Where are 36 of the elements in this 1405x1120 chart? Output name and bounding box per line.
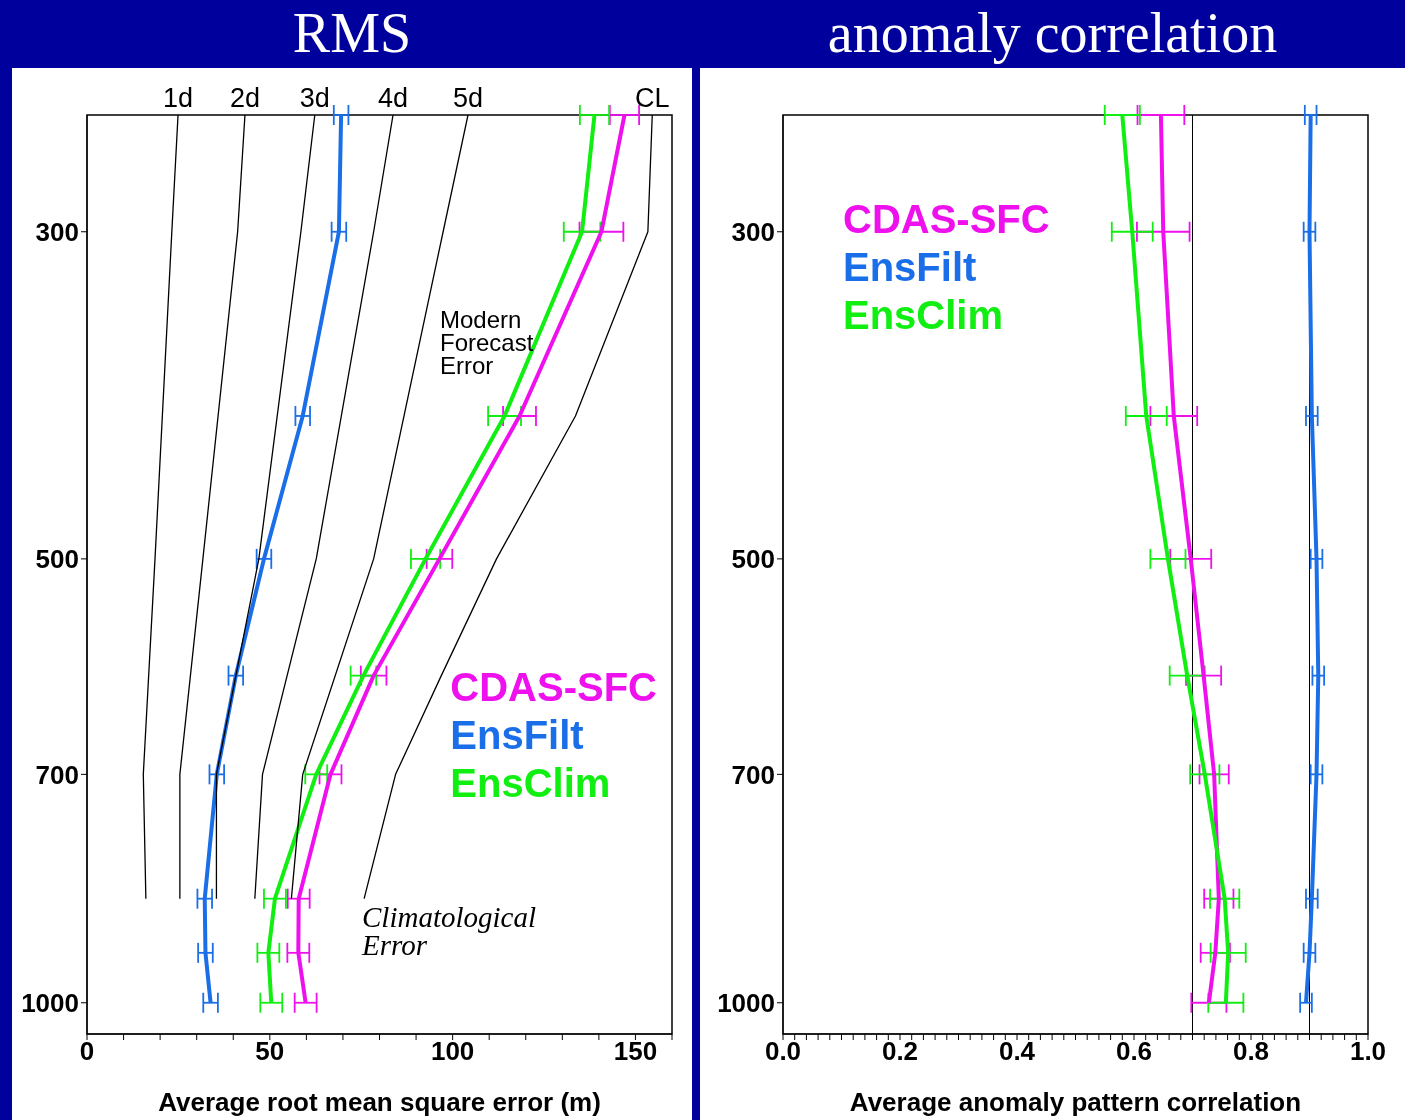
x-tick-label: 0.8 bbox=[1232, 1036, 1270, 1067]
series-label: CDAS-SFC bbox=[450, 664, 657, 711]
text: CDAS-SFC bbox=[843, 196, 1050, 243]
y-tick-label: 700 bbox=[731, 759, 775, 790]
series-label: CL bbox=[635, 83, 670, 113]
text: EnsFilt bbox=[450, 712, 585, 759]
y-tick-label: 1000 bbox=[717, 987, 775, 1018]
series-label: 4d bbox=[378, 83, 409, 113]
y-tick-label: 700 bbox=[35, 759, 79, 790]
y-tick-label: 300 bbox=[35, 216, 79, 247]
x-tick-label: 0.2 bbox=[881, 1036, 919, 1067]
x-tick-label: 150 bbox=[613, 1036, 658, 1067]
y-tick-label: 300 bbox=[731, 216, 775, 247]
x-tick-label: 0.4 bbox=[998, 1036, 1036, 1067]
y-tick-label: 500 bbox=[731, 544, 775, 575]
chart-title: anomaly correlation bbox=[826, 1, 1279, 66]
x-tick-label: 0.0 bbox=[764, 1036, 802, 1067]
series-label: 1d bbox=[163, 83, 194, 113]
y-tick-label: 500 bbox=[35, 544, 79, 575]
x-tick-label: 1.0 bbox=[1349, 1036, 1387, 1067]
text: EnsClim bbox=[450, 760, 612, 807]
chart-title: RMS bbox=[291, 1, 413, 66]
series-label: 5d bbox=[452, 83, 483, 113]
series-label: 2d bbox=[229, 83, 260, 113]
annotation: Climatological Error bbox=[362, 901, 537, 961]
x-tick-label: 0.6 bbox=[1115, 1036, 1153, 1067]
y-tick-label: 1000 bbox=[21, 987, 79, 1018]
annotation: Modern Forecast Error bbox=[440, 306, 535, 379]
x-tick-label: 0 bbox=[79, 1036, 95, 1067]
series-label: 3d bbox=[299, 83, 330, 113]
x-tick-label: 100 bbox=[430, 1036, 475, 1067]
x-axis-title: Average root mean square error (m) bbox=[158, 1087, 601, 1117]
text: EnsFilt bbox=[843, 244, 978, 291]
x-tick-label: 50 bbox=[255, 1036, 285, 1067]
x-axis-title: Average anomaly pattern correlation bbox=[849, 1087, 1302, 1117]
text: EnsClim bbox=[843, 292, 1005, 339]
